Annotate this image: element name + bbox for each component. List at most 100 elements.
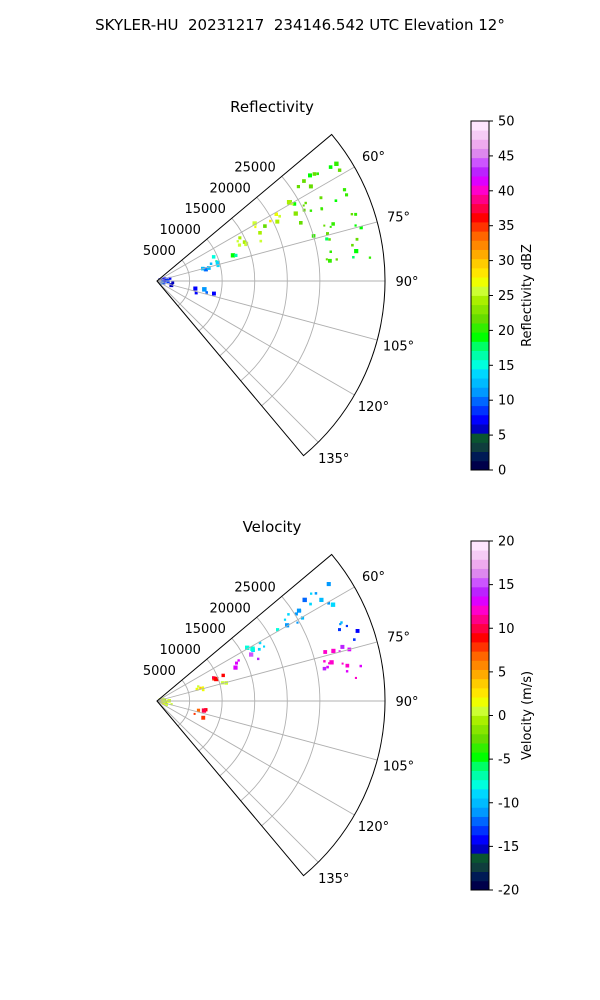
colorbar-swatch [471, 139, 489, 149]
echo-cell [220, 681, 225, 685]
colorbar-tick-label: 5 [498, 429, 506, 444]
colorbar-swatch [471, 596, 489, 606]
echo-cell [171, 281, 175, 285]
echo-cell [202, 287, 207, 292]
echo-cell [302, 597, 307, 603]
colorbar-swatch [471, 433, 489, 443]
echo-cell [212, 291, 216, 296]
echo-cell [345, 663, 350, 668]
colorbar-swatch [471, 157, 489, 168]
azimuth-tick-label: 90° [395, 695, 418, 710]
echo-cell [339, 623, 342, 626]
colorbar-tick-label: -15 [498, 840, 519, 855]
echo-cell [340, 644, 345, 649]
range-ring [219, 217, 256, 357]
colorbar-swatch [471, 844, 489, 854]
echo-cell [340, 621, 343, 624]
echo-cell [328, 165, 333, 169]
colorbar-tick-label: 0 [498, 464, 506, 479]
range-tick-label: 15000 [184, 202, 225, 217]
echo-cell [162, 278, 167, 283]
echo-cell [197, 685, 200, 688]
colorbar-swatch [471, 807, 489, 817]
range-tick-label: 25000 [234, 580, 275, 595]
azimuth-tick-label: 120° [358, 820, 389, 835]
echo-cell [325, 237, 329, 241]
echo-cell [329, 660, 334, 665]
echo-cell [292, 202, 297, 206]
echo-cell [320, 207, 323, 210]
colorbar-swatch [471, 387, 489, 397]
colorbar-swatch [471, 825, 489, 836]
echo-cell [196, 708, 201, 712]
echo-cell [258, 641, 262, 645]
echo-cell [351, 243, 354, 247]
colorbar-swatch [471, 614, 489, 625]
echo-cell [338, 650, 341, 653]
echo-cell [312, 172, 317, 176]
echo-cell [335, 258, 338, 261]
colorbar-swatch [471, 632, 489, 643]
echo-cell [310, 592, 313, 595]
echo-cell [201, 688, 205, 692]
echo-cell [221, 673, 225, 678]
range-tick-label: 10000 [160, 643, 201, 658]
echo-cell [234, 253, 238, 257]
echo-cell [352, 256, 355, 259]
colorbar-label: Reflectivity dBZ [520, 244, 535, 347]
echo-cell [236, 240, 239, 243]
colorbar-swatch [471, 788, 489, 799]
echo-cell [205, 291, 208, 294]
colorbar-swatch [471, 396, 489, 407]
azimuth-tick-label: 60° [362, 570, 385, 585]
echo-cell [325, 258, 328, 261]
colorbar-swatch [471, 222, 489, 232]
colorbar-swatch [471, 304, 489, 315]
echo-cell [296, 621, 299, 624]
colorbar-swatch [471, 350, 489, 361]
echo-cell [201, 715, 206, 720]
azimuth-gridline [156, 280, 355, 396]
range-ring [240, 196, 288, 382]
colorbar-swatch [471, 577, 489, 588]
colorbar-swatch [471, 586, 489, 597]
colorbar-swatch [471, 286, 489, 296]
echo-cell [300, 616, 305, 620]
colorbar-tick-label: 50 [498, 115, 515, 130]
echo-cell [259, 239, 263, 243]
azimuth-gridline [156, 641, 378, 702]
echo-cell [323, 650, 328, 654]
colorbar-swatch [471, 332, 489, 342]
echo-cell [165, 277, 168, 281]
range-ring [198, 658, 223, 752]
echo-cell [299, 221, 303, 225]
colorbar-tick-label: 40 [498, 184, 515, 199]
colorbar-swatch [471, 231, 489, 241]
range-ring [198, 238, 223, 332]
echo-cell [359, 226, 363, 230]
range-ring [219, 637, 256, 777]
echo-cell [338, 628, 341, 632]
colorbar-tick-label: 5 [498, 665, 506, 680]
colorbar-swatch [471, 779, 489, 790]
azimuth-gridline [156, 700, 319, 863]
echo-cell [269, 219, 272, 223]
echo-cell [212, 676, 215, 679]
colorbar-swatch [471, 761, 489, 771]
echo-cell [237, 659, 240, 662]
chart-title: Reflectivity [230, 98, 314, 116]
colorbar-swatch [471, 605, 489, 615]
echo-cell [334, 161, 339, 166]
colorbar-swatch [471, 405, 489, 416]
colorbar-swatch [471, 121, 489, 131]
echo-cell [263, 224, 267, 228]
azimuth-gridline [156, 280, 378, 341]
range-ring [261, 596, 321, 827]
colorbar-swatch [471, 295, 489, 306]
echo-cell [293, 211, 298, 216]
echo-cell [355, 237, 359, 241]
colorbar-swatch [471, 770, 489, 781]
echo-cell [242, 240, 247, 244]
range-tick-label: 5000 [143, 664, 176, 679]
colorbar-tick-label: 20 [498, 324, 515, 339]
